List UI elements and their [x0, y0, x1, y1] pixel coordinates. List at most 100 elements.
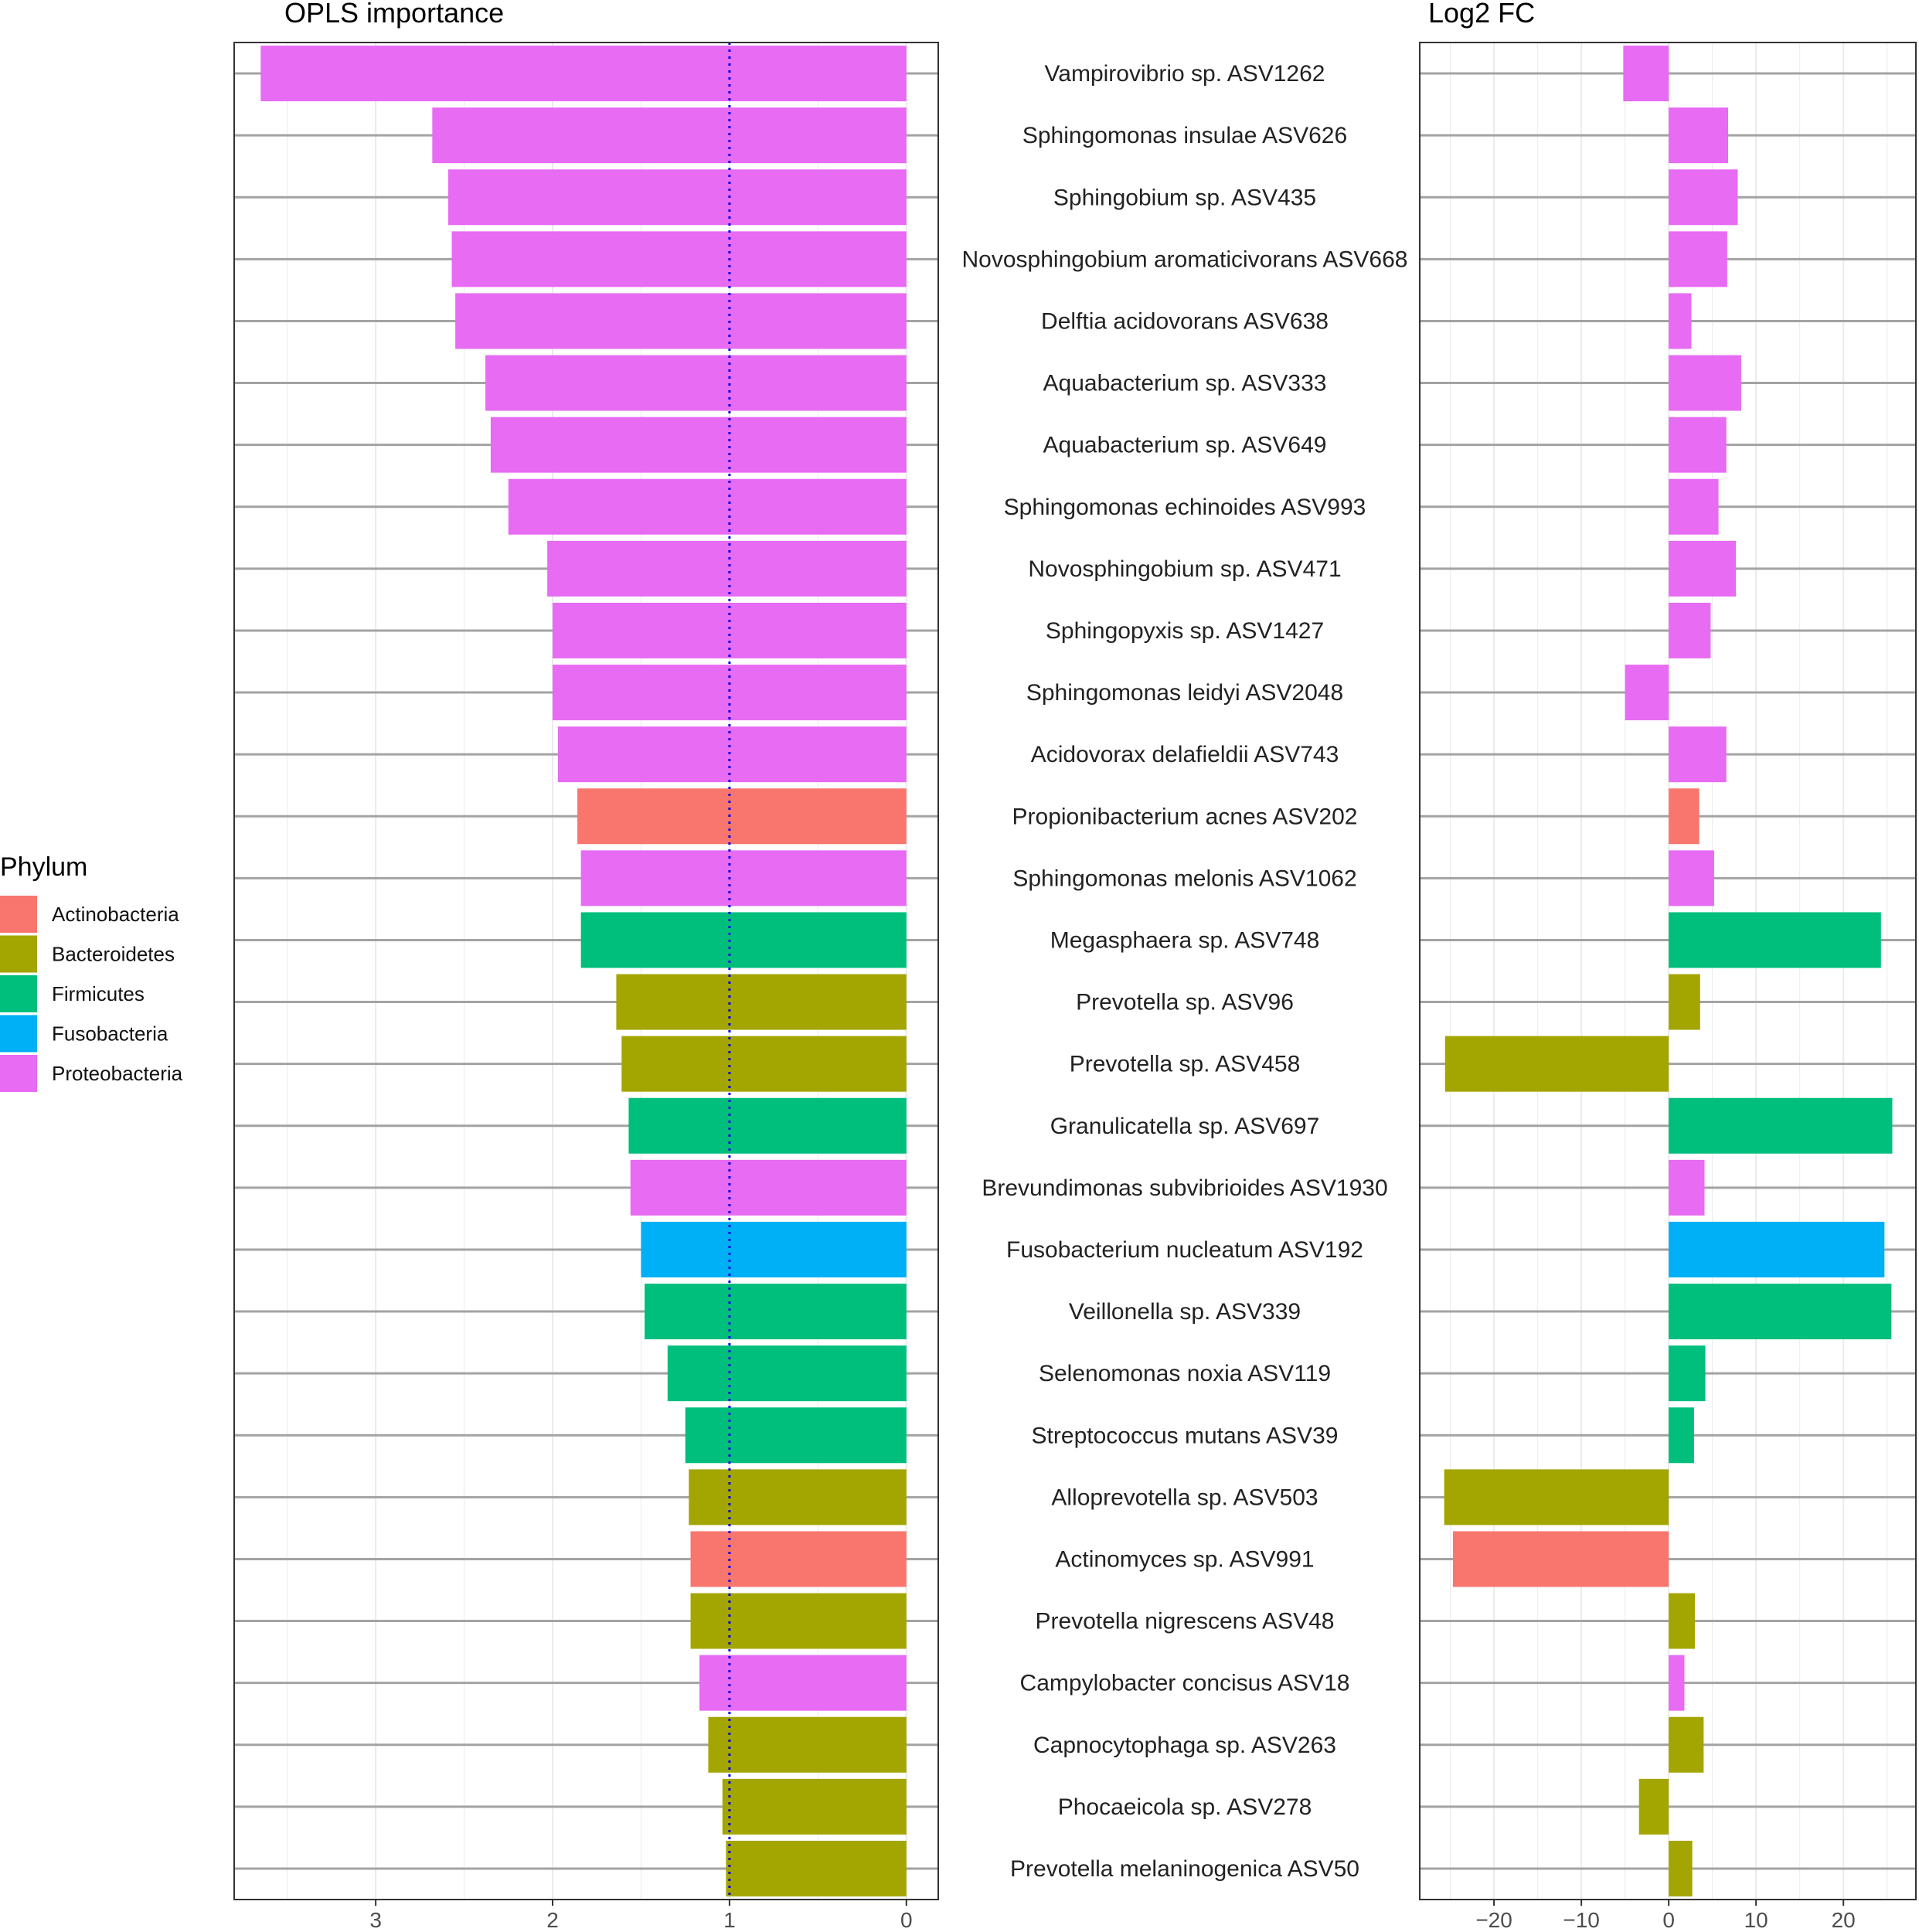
species-label: Brevundimonas subvibrioides ASV1930	[982, 1175, 1387, 1201]
opls-bar	[708, 1716, 907, 1773]
species-label: Aquabacterium sp. ASV649	[1043, 433, 1327, 458]
log2fc-bar	[1669, 974, 1700, 1030]
log2fc-bar	[1452, 1531, 1669, 1587]
species-label: Megasphaera sp. ASV748	[1050, 927, 1320, 953]
log2fc-bar	[1669, 1345, 1706, 1402]
legend-title: Phylum	[0, 852, 87, 882]
log2fc-bar	[1669, 540, 1737, 597]
species-label: Aquabacterium sp. ASV333	[1043, 371, 1327, 396]
opls-panel-background	[234, 43, 938, 1900]
opls-bar	[685, 1407, 907, 1464]
species-label: Actinomyces sp. ASV991	[1055, 1546, 1314, 1572]
species-label: Phocaeicola sp. ASV278	[1058, 1794, 1312, 1820]
log2fc-bar	[1669, 169, 1738, 226]
opls-tick-label: 2	[546, 1908, 559, 1932]
opls-importance-panel: OPLS importance 3 2 1 0	[233, 0, 939, 1932]
log2fc-bar	[1669, 788, 1700, 845]
legend-label: Actinobacteria	[52, 903, 179, 926]
log2fc-bar	[1623, 46, 1669, 102]
opls-bar	[641, 1221, 907, 1277]
log2fc-bar	[1669, 850, 1714, 906]
opls-bar	[616, 974, 907, 1030]
log2fc-tick-label: −10	[1563, 1908, 1600, 1932]
species-label: Acidovorax delafieldii ASV743	[1031, 742, 1339, 767]
log2fc-tick-label: −20	[1475, 1908, 1512, 1932]
species-label: Capnocytophaga sp. ASV263	[1033, 1733, 1336, 1758]
log2fc-panel-title: Log2 FC	[1428, 0, 1535, 29]
species-label: Sphingopyxis sp. ASV1427	[1046, 618, 1324, 644]
log2fc-panel-border	[1419, 42, 1917, 1900]
species-label: Fusobacterium nucleatum ASV192	[1006, 1237, 1363, 1263]
legend-swatch	[0, 1015, 37, 1053]
log2fc-bar	[1669, 1221, 1885, 1277]
log2fc-bar	[1669, 726, 1727, 783]
species-label: Propionibacterium acnes ASV202	[1012, 804, 1358, 829]
log2fc-bar	[1669, 107, 1728, 164]
log2fc-tick-label: 20	[1832, 1908, 1856, 1932]
opls-bar	[577, 788, 907, 845]
opls-panel-border	[233, 42, 939, 1900]
species-label: Sphingomonas insulae ASV626	[1022, 123, 1347, 148]
log2fc-bar	[1669, 602, 1711, 658]
opls-bar	[508, 478, 907, 535]
species-label: Selenomonas noxia ASV119	[1039, 1361, 1331, 1386]
opls-bar	[689, 1469, 907, 1526]
species-label: Novosphingobium sp. ASV471	[1028, 556, 1341, 582]
opls-bar	[547, 540, 907, 597]
opls-bar	[722, 1778, 907, 1835]
opls-bar	[580, 912, 907, 968]
log2fc-bar	[1669, 912, 1881, 968]
legend-swatch	[0, 896, 37, 933]
species-label: Prevotella nigrescens ASV48	[1036, 1609, 1335, 1634]
opls-bar	[726, 1840, 907, 1896]
log2fc-bar	[1444, 1036, 1669, 1092]
species-label: Campylobacter concisus ASV18	[1020, 1671, 1350, 1696]
opls-bar	[432, 107, 907, 164]
opls-bars	[260, 46, 907, 1896]
log2fc-bar	[1669, 1716, 1704, 1773]
log2fc-bar	[1669, 231, 1727, 287]
log2fc-gridlines	[1420, 43, 1916, 1900]
log2fc-panel: Log2 FC −20 −10 0 10 20	[1419, 0, 1917, 1932]
legend-label: Fusobacteria	[52, 1022, 168, 1046]
log2fc-bar	[1669, 1655, 1685, 1711]
log2fc-bar	[1669, 417, 1727, 473]
opls-bar	[580, 850, 907, 906]
opls-bar	[628, 1097, 907, 1154]
log2fc-bar	[1638, 1778, 1669, 1835]
opls-tick-label: 3	[369, 1908, 382, 1932]
species-label: Novosphingobium aromaticivorans ASV668	[962, 247, 1408, 272]
log2fc-bar	[1669, 293, 1692, 349]
opls-bar	[485, 355, 907, 411]
opls-bar	[557, 726, 907, 783]
opls-bar	[645, 1284, 907, 1340]
opls-bar	[490, 417, 907, 473]
opls-bar	[451, 231, 907, 287]
opls-bar	[621, 1036, 907, 1092]
log2fc-bar	[1625, 665, 1669, 721]
legend-label: Bacteroidetes	[52, 943, 175, 966]
species-label: Prevotella melaninogenica ASV50	[1010, 1856, 1359, 1882]
species-label: Vampirovibrio sp. ASV1262	[1045, 61, 1325, 87]
species-label: Veillonella sp. ASV339	[1069, 1299, 1301, 1325]
legend-items: Actinobacteria Bacteroidetes Firmicutes Fus…	[0, 896, 183, 1092]
legend-label: Proteobacteria	[52, 1062, 183, 1085]
legend-swatch	[0, 935, 37, 973]
opls-bar	[447, 169, 907, 226]
opls-bar	[455, 293, 907, 349]
opls-bar	[260, 46, 907, 102]
species-label: Streptococcus mutans ASV39	[1032, 1423, 1339, 1448]
species-label: Sphingomonas echinoides ASV993	[1004, 495, 1366, 520]
log2fc-bars	[1444, 46, 1893, 1896]
opls-panel-title: OPLS importance	[284, 0, 504, 29]
opls-bar	[699, 1655, 907, 1711]
species-label: Sphingomonas leidyi ASV2048	[1026, 680, 1343, 706]
species-label: Sphingobium sp. ASV435	[1053, 185, 1316, 210]
species-label: Delftia acidovorans ASV638	[1041, 308, 1329, 334]
opls-bar	[690, 1593, 907, 1649]
opls-tick-label: 1	[723, 1908, 736, 1932]
legend-swatch	[0, 1055, 37, 1092]
opls-bar	[553, 602, 907, 658]
log2fc-bar	[1444, 1469, 1669, 1526]
